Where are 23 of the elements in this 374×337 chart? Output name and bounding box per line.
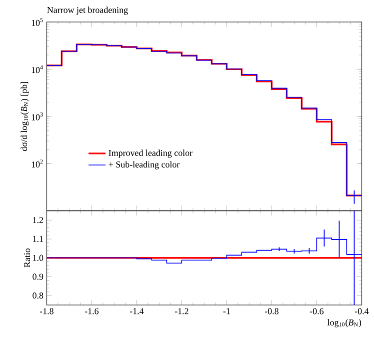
legend-label: Improved leading color (108, 150, 192, 158)
y-tick-label: 0.9 (32, 274, 44, 280)
legend-label: + Sub-leading color (108, 161, 180, 170)
x-axis-title: log$_{10}$(B$_{N}$) (327, 319, 362, 328)
x-tick-label: -1 (223, 308, 230, 314)
y-tick-label: 10$^{3}$ (32, 112, 43, 120)
y-tick-label: 0.8 (32, 292, 44, 299)
x-tick-label: -0.6 (310, 308, 324, 314)
y-tick-label: 10$^{5}$ (32, 18, 43, 26)
x-tick-label: -1.4 (130, 308, 144, 314)
x-tick-label: -0.4 (354, 308, 369, 314)
chart-title: Narrow jet broadening (47, 6, 128, 15)
y-tick-label: 10$^{4}$ (32, 65, 43, 74)
x-tick-label: -1.8 (40, 308, 54, 314)
y-tick-label: 10$^{2}$ (32, 160, 43, 168)
x-tick-label: -1.6 (84, 308, 99, 314)
x-tick-label: -0.8 (264, 308, 278, 314)
y-axis-title: dσ/d log$_{10}$(B$_{N}$) [pb] (20, 82, 29, 151)
y-tick-label: 1.0 (33, 254, 44, 261)
y-tick-label: 1.2 (33, 217, 44, 224)
y-axis-title: Ratio (24, 248, 30, 268)
y-tick-label: 1.1 (33, 236, 43, 242)
x-tick-label: -1.2 (174, 308, 188, 314)
